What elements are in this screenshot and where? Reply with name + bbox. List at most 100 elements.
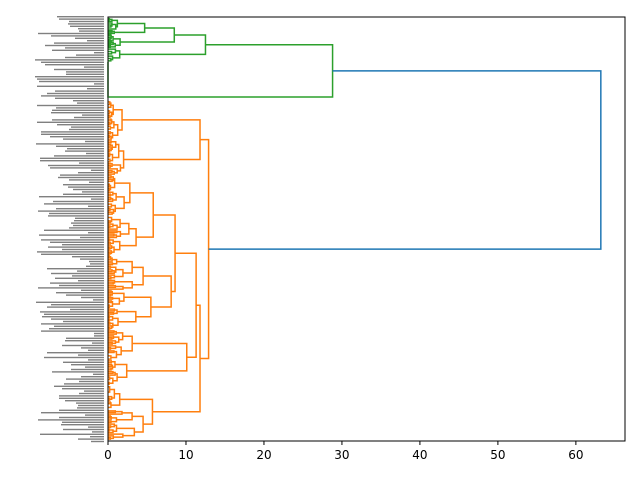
leaf-label-mark — [62, 248, 104, 251]
dendrogram-link — [108, 367, 112, 371]
dendrogram-link — [108, 376, 111, 381]
dendrogram-link — [108, 304, 111, 309]
leaf-label-mark — [79, 380, 104, 383]
leaf-label-mark — [79, 30, 104, 32]
dendrogram-link — [116, 427, 136, 437]
leaf-label-mark — [80, 236, 104, 239]
dendrogram-link — [109, 153, 114, 162]
leaf-label-mark — [51, 35, 104, 37]
leaf-label-mark — [75, 217, 104, 219]
leaf-labels — [35, 16, 104, 443]
leaf-label-mark — [74, 116, 104, 119]
leaf-label-mark — [40, 311, 104, 313]
leaf-label-mark — [44, 229, 104, 231]
leaf-label-mark — [69, 179, 104, 181]
dendrogram-link — [108, 43, 334, 98]
dendrogram-link — [126, 342, 188, 372]
leaf-label-mark — [61, 424, 104, 426]
dendrogram-link — [108, 395, 113, 401]
leaf-label-mark — [71, 368, 104, 371]
leaf-label-mark — [55, 97, 104, 99]
dendrogram-link — [108, 410, 123, 415]
dendrogram-link — [108, 281, 114, 285]
leaf-label-mark — [89, 181, 104, 183]
leaf-label-mark — [79, 162, 104, 164]
leaf-label-mark — [74, 220, 104, 222]
leaf-label-mark — [56, 292, 104, 294]
dendrogram-link — [121, 335, 133, 352]
leaf-label-mark — [63, 138, 104, 140]
leaf-label-mark — [79, 392, 104, 395]
leaf-label-mark — [65, 340, 104, 342]
dendrogram-link — [108, 360, 113, 364]
leaf-label-mark — [73, 100, 104, 102]
leaf-label-mark — [66, 337, 104, 339]
dendrogram-link — [108, 50, 113, 55]
dendrogram-link — [108, 269, 113, 273]
dendrogram-link — [108, 274, 116, 279]
dendrogram-link — [112, 124, 119, 136]
leaf-label-mark — [62, 244, 104, 246]
leaf-label-mark — [85, 414, 104, 416]
leaf-label-mark — [84, 66, 104, 68]
dendrogram-link — [108, 246, 111, 250]
leaf-label-mark — [69, 227, 104, 229]
leaf-label-mark — [59, 397, 104, 399]
leaf-label-mark — [40, 433, 104, 435]
leaf-label-mark — [78, 438, 104, 440]
leaf-label-mark — [93, 299, 104, 301]
leaf-label-mark — [66, 294, 104, 296]
leaf-label-mark — [78, 172, 104, 174]
dendrogram-link — [113, 240, 121, 251]
leaf-label-mark — [78, 354, 104, 356]
dendrogram-link — [110, 266, 117, 273]
dendrogram-link — [108, 410, 117, 414]
leaf-label-mark — [40, 160, 104, 162]
leaf-label-mark — [94, 52, 104, 54]
dendrogram-link — [122, 119, 201, 161]
leaf-label-mark — [77, 102, 104, 104]
leaf-label-mark — [41, 412, 104, 414]
dendrogram-link — [108, 241, 111, 245]
dendrogram-link — [108, 420, 112, 424]
leaf-label-mark — [94, 332, 104, 335]
leaf-label-mark — [68, 186, 104, 188]
leaf-label-mark — [76, 402, 104, 404]
leaf-label-mark — [59, 409, 104, 411]
leaf-label-mark — [85, 366, 104, 368]
leaf-label-mark — [47, 306, 104, 308]
leaf-label-mark — [51, 272, 104, 275]
leaf-label-mark — [54, 155, 104, 157]
leaf-label-mark — [81, 347, 104, 349]
leaf-label-mark — [56, 145, 104, 147]
dendrogram-link — [108, 251, 111, 255]
leaf-label-mark — [49, 212, 104, 215]
dendrogram-link — [109, 208, 115, 214]
x-tick-label: 40 — [412, 448, 427, 462]
leaf-label-mark — [59, 416, 104, 419]
dendrogram-link — [108, 220, 111, 224]
leaf-label-mark — [72, 275, 104, 277]
leaf-label-mark — [66, 378, 104, 380]
leaf-label-mark — [77, 270, 104, 272]
leaf-label-mark — [86, 265, 104, 267]
leaf-label-mark — [72, 256, 104, 258]
leaf-label-mark — [52, 49, 104, 51]
leaf-label-mark — [49, 328, 104, 330]
leaf-label-mark — [85, 140, 104, 143]
leaf-label-mark — [89, 260, 104, 263]
dendrogram-link — [110, 176, 114, 182]
leaf-label-mark — [87, 88, 104, 90]
leaf-label-mark — [50, 282, 104, 284]
leaf-label-mark — [94, 335, 104, 337]
dendrogram-link — [132, 415, 144, 433]
leaf-label-mark — [39, 234, 104, 236]
leaf-label-mark — [37, 121, 104, 123]
dendrogram-link — [110, 104, 114, 116]
dendrogram-link — [108, 223, 114, 228]
leaf-label-mark — [48, 246, 104, 248]
leaf-label-mark — [50, 241, 104, 243]
leaf-label-mark — [68, 23, 104, 25]
dendrogram-link — [108, 196, 112, 201]
dendrogram-link — [115, 346, 122, 356]
